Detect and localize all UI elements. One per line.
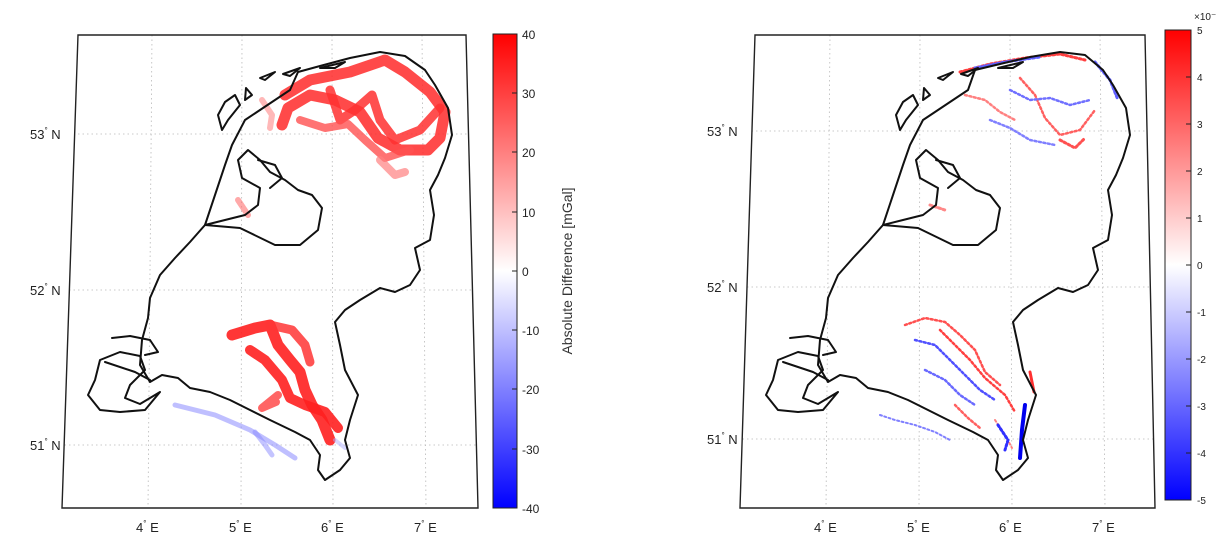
right-graticule — [740, 35, 1155, 508]
right-lat-suffix: N — [728, 124, 737, 139]
right-colorbar-tick: -4 — [1197, 449, 1206, 460]
right-colorbar-tick: -5 — [1197, 496, 1206, 507]
svg-text:52° N: 52° N — [30, 282, 61, 298]
svg-text:7° E: 7° E — [414, 519, 437, 535]
left-colorbar-tick: 0 — [522, 265, 529, 279]
left-map-panel: 53° N 52° N 51° N 4° E 5° E 6° E 7° E 40… — [30, 28, 575, 535]
right-colorbar-tick: 4 — [1197, 73, 1203, 84]
svg-text:52° N: 52° N — [707, 279, 738, 295]
left-colorbar-tick: 30 — [522, 87, 536, 101]
right-colorbar-tick: 2 — [1197, 167, 1203, 178]
left-lat-suffix: N — [51, 127, 60, 142]
svg-text:5° E: 5° E — [907, 519, 930, 535]
left-lon-suffix: E — [150, 520, 159, 535]
left-colorbar: 40 30 20 10 0 -10 -20 -30 -40 Absolute D… — [492, 28, 575, 516]
svg-text:51° N: 51° N — [707, 431, 738, 447]
right-lon-label: 4 — [814, 520, 821, 535]
right-lon-labels: 4° E 5° E 6° E 7° E — [814, 519, 1115, 535]
left-colorbar-tick: 40 — [522, 28, 536, 42]
right-lat-label: 52 — [707, 280, 721, 295]
left-lat-label: 51 — [30, 438, 44, 453]
svg-text:6° E: 6° E — [321, 519, 344, 535]
svg-text:6° E: 6° E — [999, 519, 1022, 535]
svg-text:53° N: 53° N — [30, 126, 61, 142]
right-colorbar-tick: -3 — [1197, 402, 1206, 413]
right-colorbar-tick: -1 — [1197, 308, 1206, 319]
left-colorbar-tick: -10 — [522, 324, 540, 338]
right-coastline — [765, 51, 1131, 481]
left-lon-suffix: E — [335, 520, 344, 535]
right-map-panel: 53° N 52° N 51° N 4° E 5° E 6° E 7° E ×1… — [707, 12, 1216, 535]
left-lon-suffix: E — [243, 520, 252, 535]
left-coastline — [87, 51, 453, 481]
left-lon-label: 4 — [136, 520, 143, 535]
left-colorbar-label: Absolute Difference [mGal] — [559, 187, 575, 354]
left-lon-label: 5 — [229, 520, 236, 535]
svg-text:51° N: 51° N — [30, 437, 61, 453]
left-lat-label: 53 — [30, 127, 44, 142]
left-lat-labels: 53° N 52° N 51° N — [30, 126, 61, 453]
svg-text:4° E: 4° E — [136, 519, 159, 535]
right-colorbar-tick: 1 — [1197, 214, 1203, 225]
svg-text:4° E: 4° E — [814, 519, 837, 535]
left-graticule — [62, 35, 478, 508]
right-colorbar-tick: 0 — [1197, 261, 1203, 272]
left-lon-label: 6 — [321, 520, 328, 535]
svg-text:53° N: 53° N — [707, 123, 738, 139]
left-lat-suffix: N — [51, 283, 60, 298]
svg-text:5° E: 5° E — [229, 519, 252, 535]
right-lon-suffix: E — [1013, 520, 1022, 535]
right-map-frame — [739, 34, 1156, 509]
left-colorbar-tick: -30 — [522, 443, 540, 457]
left-lat-suffix: N — [51, 438, 60, 453]
left-lon-label: 7 — [414, 520, 421, 535]
left-colorbar-tick: 10 — [522, 206, 536, 220]
left-colorbar-tick: -40 — [522, 502, 540, 516]
right-anomaly-points — [879, 52, 1120, 460]
svg-text:7° E: 7° E — [1092, 519, 1115, 535]
right-lon-suffix: E — [828, 520, 837, 535]
left-anomaly-tracks — [172, 54, 451, 461]
right-colorbar-tick: 3 — [1197, 120, 1203, 131]
right-colorbar: ×10⁻ 5 4 3 2 1 0 -1 -2 -3 -4 -5 — [1164, 12, 1216, 507]
left-lat-label: 52 — [30, 283, 44, 298]
right-colorbar-tick: 5 — [1197, 26, 1203, 37]
left-colorbar-tick: -20 — [522, 383, 540, 397]
right-lat-label: 51 — [707, 432, 721, 447]
right-lon-suffix: E — [1106, 520, 1115, 535]
left-lon-labels: 4° E 5° E 6° E 7° E — [136, 519, 437, 535]
right-colorbar-tick: -2 — [1197, 355, 1206, 366]
right-colorbar-exponent: ×10⁻ — [1194, 12, 1216, 23]
right-lon-label: 5 — [907, 520, 914, 535]
left-lon-suffix: E — [428, 520, 437, 535]
right-lat-labels: 53° N 52° N 51° N — [707, 123, 738, 447]
right-lat-suffix: N — [728, 432, 737, 447]
right-lon-label: 6 — [999, 520, 1006, 535]
left-map-frame — [61, 34, 479, 509]
right-lat-suffix: N — [728, 280, 737, 295]
right-lon-label: 7 — [1092, 520, 1099, 535]
left-colorbar-tick: 20 — [522, 146, 536, 160]
right-lat-label: 53 — [707, 124, 721, 139]
right-lon-suffix: E — [921, 520, 930, 535]
